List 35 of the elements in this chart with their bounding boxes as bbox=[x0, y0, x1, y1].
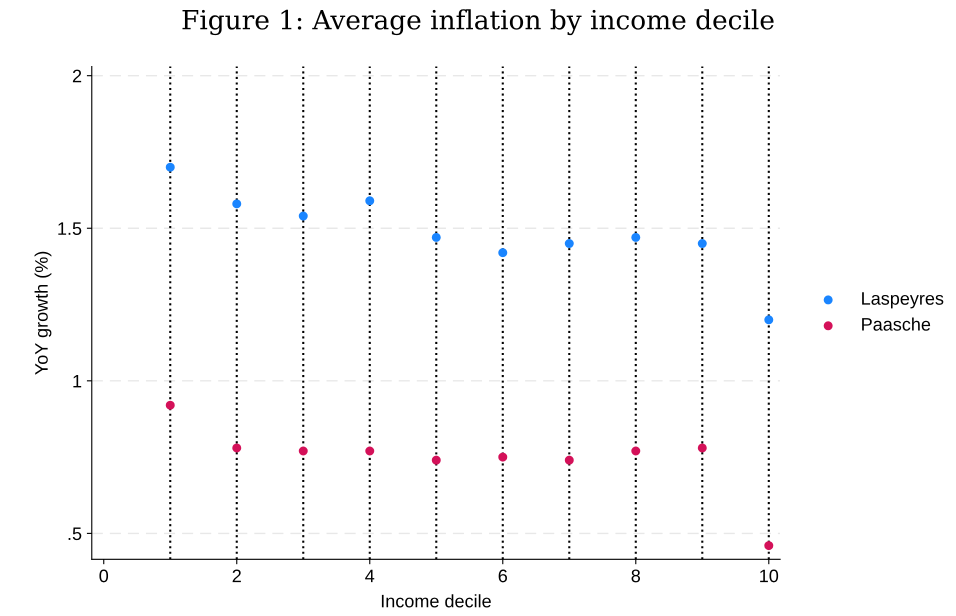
point bbox=[564, 456, 574, 465]
x-tick-label: 8 bbox=[632, 570, 640, 582]
point bbox=[631, 232, 640, 242]
point bbox=[432, 232, 441, 242]
point bbox=[764, 315, 774, 324]
legend-label: Laspeyres bbox=[862, 292, 944, 308]
y-axis-title: YoY growth (%) bbox=[34, 252, 52, 375]
point bbox=[298, 446, 308, 456]
x-tick-label: 2 bbox=[232, 570, 241, 582]
legend-label: Paasche bbox=[862, 317, 930, 331]
point bbox=[698, 443, 707, 452]
point bbox=[298, 212, 308, 221]
point bbox=[365, 196, 374, 206]
point bbox=[232, 443, 242, 452]
point bbox=[498, 248, 508, 258]
point bbox=[498, 452, 508, 462]
x-tick-label: 10 bbox=[760, 570, 778, 582]
y-tick-label: .5 bbox=[68, 528, 82, 540]
point bbox=[564, 239, 574, 248]
point bbox=[166, 162, 175, 172]
x-tick-label: 0 bbox=[99, 570, 108, 582]
x-tick-label: 6 bbox=[498, 570, 507, 582]
point bbox=[764, 541, 774, 550]
point bbox=[166, 400, 175, 410]
point bbox=[698, 239, 707, 248]
y-tick-label: 1.5 bbox=[58, 222, 82, 235]
x-tick-label: 4 bbox=[365, 570, 374, 582]
y-tick-label: 1 bbox=[73, 374, 82, 388]
point bbox=[232, 199, 242, 208]
x-axis-title: Income decile bbox=[382, 594, 491, 608]
point bbox=[432, 456, 441, 465]
y-tick-label: 2 bbox=[72, 70, 82, 82]
point bbox=[631, 446, 640, 456]
chart-title: Figure 1: Average inflation by income decile bbox=[182, 9, 774, 36]
point bbox=[365, 446, 374, 456]
